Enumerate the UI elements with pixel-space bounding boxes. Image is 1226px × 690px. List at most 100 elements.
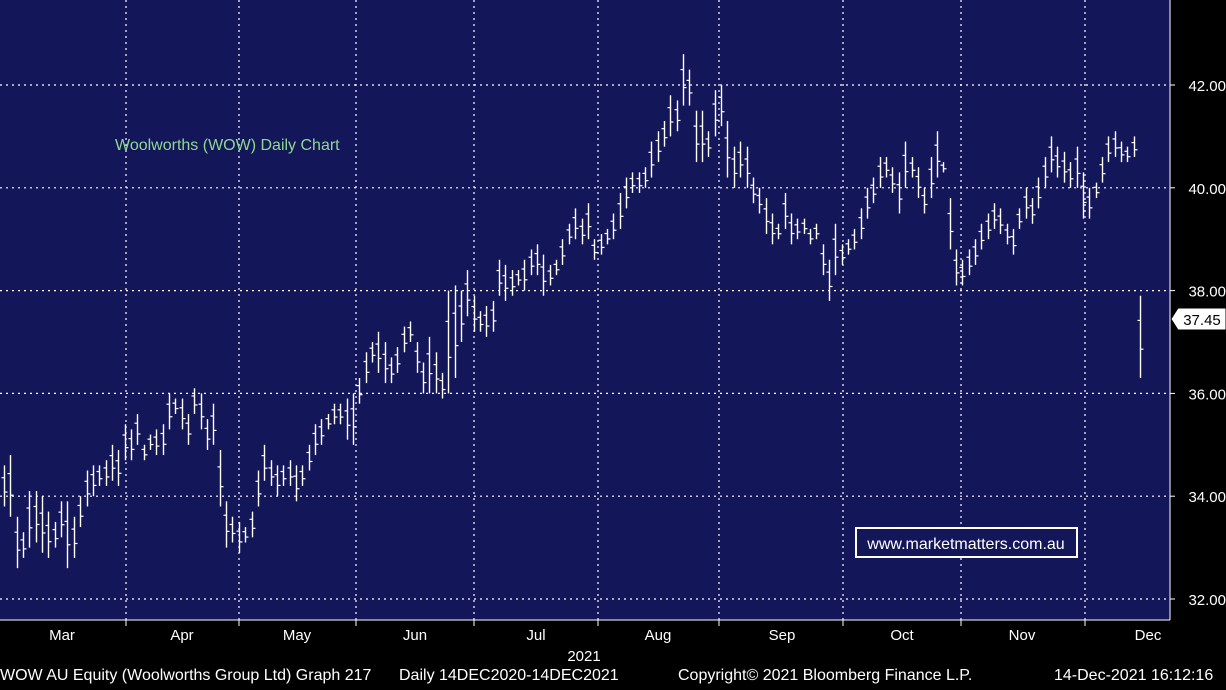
price-bar [52, 521, 59, 548]
price-bar [496, 259, 503, 296]
price-bar [940, 162, 947, 173]
y-tick-label: 34.00 [1188, 489, 1226, 506]
month-label: Apr [170, 627, 193, 644]
price-bar [147, 434, 154, 450]
price-bar [255, 470, 262, 507]
price-bar [947, 198, 954, 250]
price-bar [1061, 151, 1068, 183]
price-bar [490, 300, 497, 332]
price-bar [299, 465, 306, 486]
price-bar [1086, 187, 1093, 219]
price-bar [763, 198, 770, 235]
chart-title: Woolworths (WOW) Daily Chart [115, 137, 340, 154]
price-bar [77, 496, 84, 528]
price-bar [198, 393, 205, 430]
price-bar [985, 213, 992, 240]
price-bar [356, 377, 363, 404]
price-bar [33, 491, 40, 543]
last-price-label: 37.45 [1183, 312, 1221, 329]
y-tick-label: 40.00 [1188, 181, 1226, 198]
price-bar [1010, 228, 1017, 255]
price-bar [794, 218, 801, 240]
price-bar [648, 141, 655, 178]
price-bar [179, 398, 186, 430]
price-bar [737, 141, 744, 178]
price-bar [261, 444, 268, 481]
price-bar [1048, 136, 1055, 173]
price-bar [744, 146, 751, 188]
price-bar [1054, 146, 1061, 178]
website-text: www.marketmatters.com.au [866, 536, 1064, 553]
price-bar [617, 192, 624, 229]
price-bar [978, 223, 985, 250]
price-bar [433, 352, 440, 394]
price-bar [1067, 162, 1074, 188]
price-bar [693, 110, 700, 163]
price-bar [629, 172, 636, 193]
price-bar [889, 167, 896, 193]
price-bar [14, 516, 21, 569]
price-bar [103, 460, 110, 486]
price-bar [502, 264, 509, 301]
price-bar [445, 290, 452, 394]
price-bar [1137, 295, 1144, 378]
price-bar [661, 120, 668, 147]
price-bar [585, 203, 592, 240]
price-bar [896, 172, 903, 214]
year-label: 2021 [567, 648, 600, 665]
price-bar [769, 213, 776, 245]
price-bar [293, 465, 300, 502]
price-bar [236, 521, 243, 553]
price-bar [928, 156, 935, 199]
price-bar [350, 393, 357, 445]
price-bar [1124, 146, 1131, 163]
price-bar [528, 249, 535, 276]
price-bar [686, 69, 693, 106]
price-bar [826, 259, 833, 301]
price-bar [566, 223, 573, 245]
price-bar [401, 326, 408, 353]
price-bar [1029, 198, 1036, 224]
price-bar [883, 156, 890, 178]
price-bar [705, 131, 712, 157]
price-bar [636, 172, 643, 193]
price-bar [280, 465, 287, 486]
price-bar [1105, 136, 1112, 163]
price-bar [680, 54, 687, 106]
y-tick-label: 32.00 [1188, 592, 1226, 609]
footer-copyright: Copyright© 2021 Bloomberg Finance L.P. [678, 667, 973, 684]
price-bar [439, 372, 446, 399]
price-bar [1023, 187, 1030, 219]
price-bar [153, 429, 160, 456]
price-bar [71, 516, 78, 558]
price-bar [115, 449, 122, 486]
price-bar [249, 511, 256, 538]
price-bar [731, 146, 738, 188]
price-bar [141, 444, 148, 461]
price-bar [122, 424, 129, 461]
last-price-box [1170, 307, 1226, 331]
month-label: May [283, 627, 312, 644]
price-bar [642, 167, 649, 188]
price-bar [331, 403, 338, 425]
month-label: Sep [769, 627, 796, 644]
price-bar [452, 285, 459, 378]
price-bar [217, 449, 224, 507]
price-bar [382, 342, 389, 384]
price-bar [363, 352, 370, 384]
footer-security: WOW AU Equity (Woolworths Group Ltd) Gra… [0, 667, 372, 684]
price-bar [553, 259, 560, 276]
price-bar [991, 203, 998, 229]
price-bar [699, 110, 706, 163]
price-bar [845, 239, 852, 255]
price-bar [7, 455, 14, 517]
price-bar [369, 342, 376, 363]
price-bar [96, 465, 103, 486]
price-bar [864, 187, 871, 219]
price-bar [414, 342, 421, 373]
price-bar [242, 527, 249, 543]
price-bar [655, 131, 662, 163]
price-bar [858, 208, 865, 240]
price-bar [788, 213, 795, 245]
plot-area [0, 0, 1170, 620]
